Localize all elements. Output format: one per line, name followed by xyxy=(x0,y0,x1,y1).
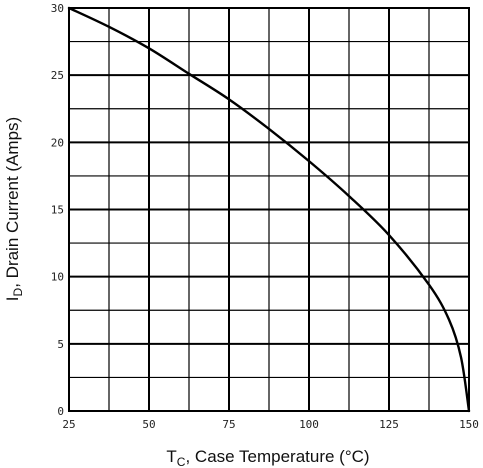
x-tick-label: 150 xyxy=(459,418,479,431)
curve-layer xyxy=(67,6,471,413)
y-tick-label: 10 xyxy=(51,271,64,284)
x-tick-label: 125 xyxy=(379,418,399,431)
chart-grid xyxy=(68,7,470,412)
x-tick-labels: 25 50 75 100 125 150 xyxy=(62,418,479,431)
x-tick-label: 50 xyxy=(142,418,155,431)
y-tick-labels: 0 5 10 15 20 25 30 xyxy=(51,2,64,418)
y-tick-label: 20 xyxy=(51,136,64,149)
x-tick-label: 25 xyxy=(62,418,75,431)
drain-current-curve xyxy=(67,6,471,413)
y-axis-title: ID, Drain Current (Amps) xyxy=(3,117,25,301)
x-tick-label: 75 xyxy=(222,418,235,431)
y-tick-label: 25 xyxy=(51,69,64,82)
x-axis-title: TC, Case Temperature (°C) xyxy=(166,447,369,468)
y-tick-label: 15 xyxy=(51,204,64,217)
x-tick-label: 100 xyxy=(299,418,319,431)
y-tick-label: 30 xyxy=(51,2,64,15)
plot-frame xyxy=(68,7,470,412)
y-tick-label: 0 xyxy=(57,405,64,418)
y-tick-label: 5 xyxy=(57,338,64,351)
